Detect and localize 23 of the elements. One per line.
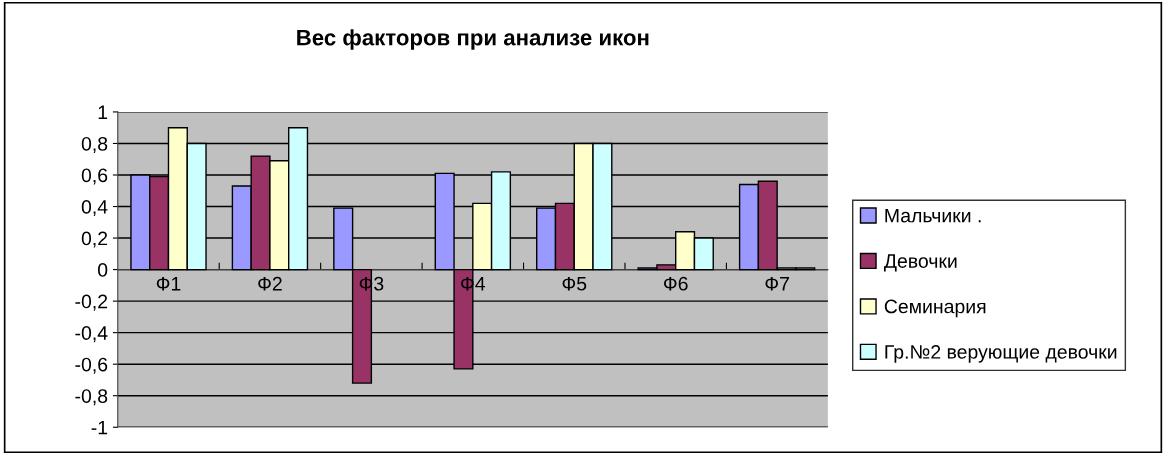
y-tick-label: 0,2 bbox=[81, 231, 108, 248]
y-tick-label: 1 bbox=[98, 105, 108, 119]
x-tick-label: Ф1 bbox=[156, 276, 181, 291]
y-tick-label: -0,4 bbox=[75, 326, 108, 343]
x-tick-label: Ф4 bbox=[461, 276, 486, 291]
x-tick-label: Ф6 bbox=[664, 276, 688, 291]
legend-label: Девочки bbox=[883, 254, 957, 272]
y-tick-label: 0 bbox=[97, 263, 108, 277]
y-tick-label: 0,6 bbox=[81, 168, 108, 185]
x-tick-label: Ф2 bbox=[258, 276, 282, 291]
legend-label: Гр.№2 верующие девочки bbox=[885, 345, 1117, 363]
y-tick-label: -1 bbox=[91, 420, 108, 435]
legend-label: Семинария bbox=[884, 299, 986, 318]
chart-title: Вес факторов при анализе икон bbox=[297, 29, 649, 50]
y-tick-label: -0,2 bbox=[75, 294, 108, 311]
legend-label: Мальчики . bbox=[885, 208, 981, 223]
x-tick-label: Ф5 bbox=[562, 276, 587, 291]
y-tick-label: 0,8 bbox=[81, 136, 108, 153]
y-tick-label: -0,8 bbox=[75, 389, 108, 406]
x-tick-label: Ф3 bbox=[359, 276, 384, 291]
y-tick-label: -0,6 bbox=[75, 357, 108, 374]
x-tick-label: Ф7 bbox=[765, 276, 789, 291]
y-tick-label: 0,4 bbox=[81, 199, 108, 217]
